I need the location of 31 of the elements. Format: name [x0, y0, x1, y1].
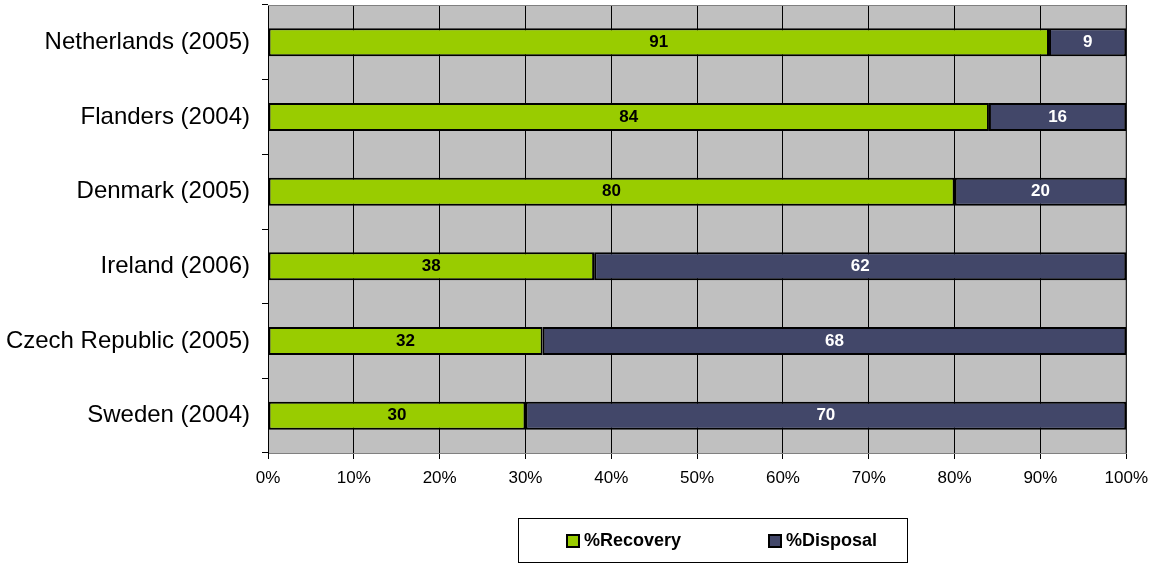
data-label: 16 [1048, 106, 1068, 126]
data-label: 38 [421, 256, 441, 276]
x-tick-label: 10% [336, 467, 371, 487]
x-tick-label: 20% [422, 467, 457, 487]
x-tick-label: 90% [1023, 467, 1058, 487]
x-tick-label: 60% [765, 467, 800, 487]
legend-label: %Disposal [786, 530, 878, 551]
x-tick-label: 0% [255, 467, 281, 487]
data-label: 84 [619, 106, 639, 126]
y-tick-label: Ireland (2006) [100, 250, 250, 278]
x-tick-label: 100% [1104, 467, 1148, 487]
data-label: 62 [850, 256, 870, 276]
data-label: 91 [649, 32, 669, 52]
y-tick-label: Netherlands (2005) [44, 26, 250, 54]
x-tick-label: 30% [508, 467, 543, 487]
y-tick-label: Denmark (2005) [76, 176, 250, 204]
data-label: 9 [1082, 32, 1093, 52]
data-label: 70 [816, 405, 836, 425]
y-tick-label: Flanders (2004) [80, 101, 250, 129]
y-tick-label: Sweden (2004) [87, 400, 250, 428]
x-tick-label: 80% [937, 467, 972, 487]
x-tick-label: 50% [680, 467, 715, 487]
x-tick-label: 70% [851, 467, 886, 487]
data-label: 20 [1030, 181, 1050, 201]
data-label: 80 [602, 181, 622, 201]
data-label: 30 [387, 405, 407, 425]
y-tick-label: Czech Republic (2005) [5, 325, 250, 353]
data-label: 32 [396, 330, 416, 350]
x-tick-label: 40% [594, 467, 629, 487]
data-label: 68 [824, 330, 844, 350]
legend-label: %Recovery [584, 530, 682, 551]
